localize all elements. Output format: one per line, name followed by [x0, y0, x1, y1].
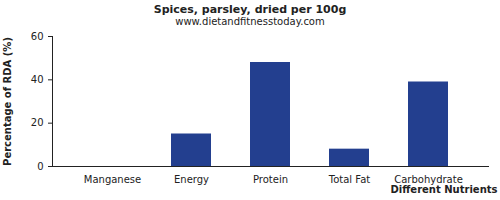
svg-text:Total Fat: Total Fat: [328, 174, 370, 185]
svg-text:Energy: Energy: [174, 174, 209, 185]
svg-text:40: 40: [31, 74, 44, 85]
svg-text:Carbohydrate: Carbohydrate: [394, 173, 463, 185]
html-text:www.dietandfitnesstoday.com: www.dietandfitnesstoday.com: [175, 16, 325, 27]
svg-text:Protein: Protein: [253, 174, 288, 185]
svg-text:Different Nutrients: Different Nutrients: [391, 184, 498, 195]
svg-text:Percentage of RDA (%): Percentage of RDA (%): [2, 37, 13, 166]
svg-text:20: 20: [31, 117, 44, 128]
html-text:Spices, parsley, dried per 100: Spices, parsley, dried per 100g: [153, 3, 347, 16]
svg-text:Manganese: Manganese: [84, 174, 141, 185]
svg-text:0: 0: [37, 161, 43, 172]
svg-text:60: 60: [31, 31, 44, 42]
